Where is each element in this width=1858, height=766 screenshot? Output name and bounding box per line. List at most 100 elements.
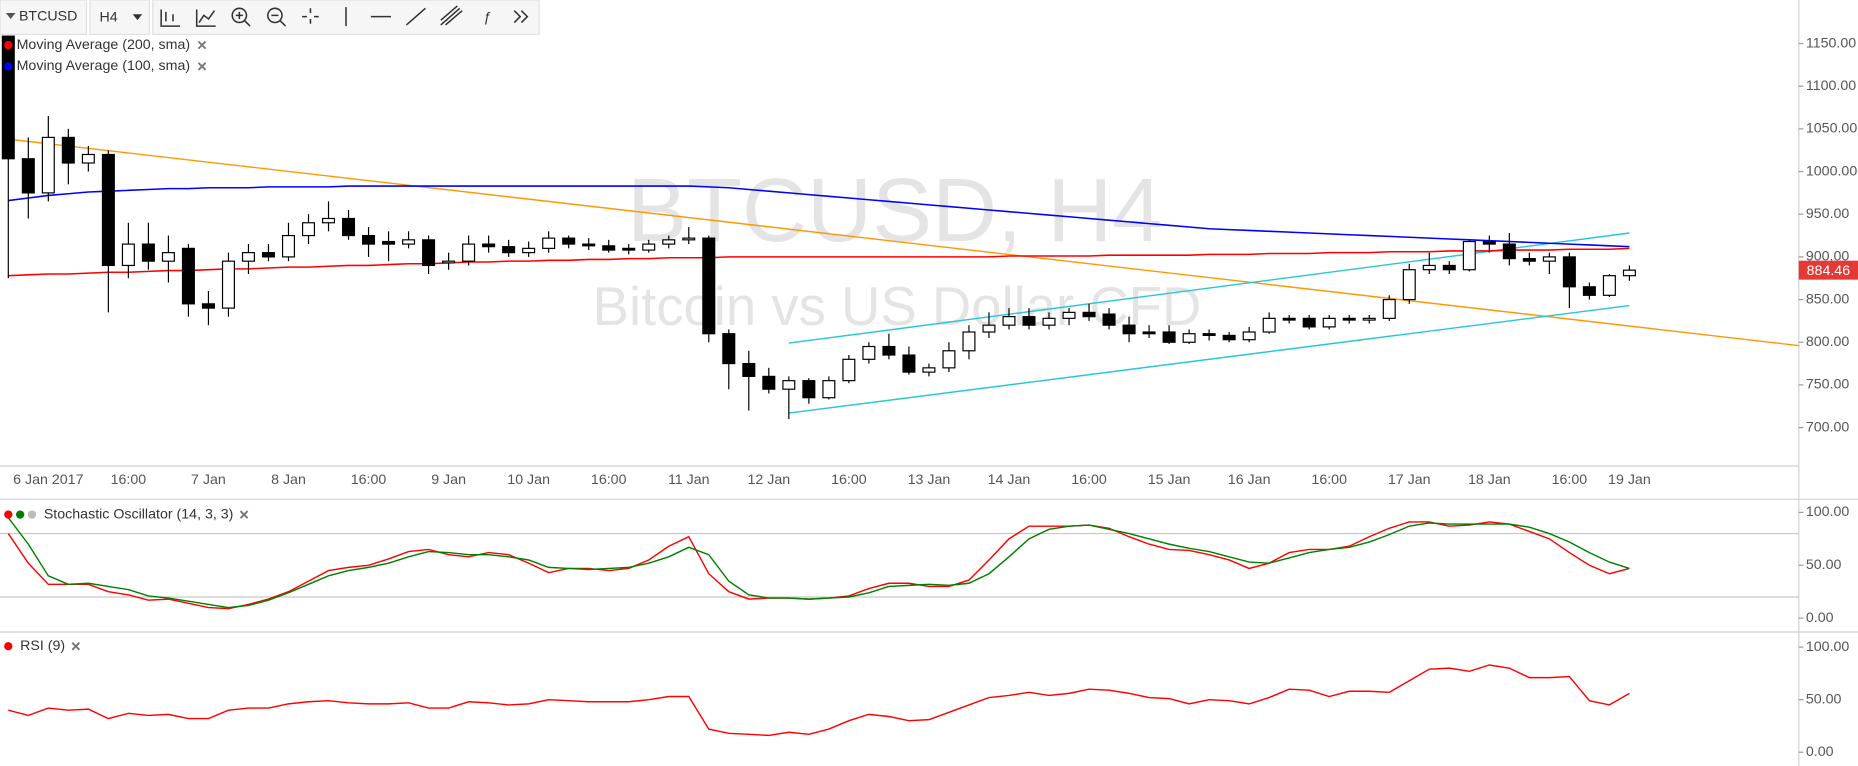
candle-body bbox=[1002, 316, 1016, 326]
candle-body bbox=[321, 217, 336, 224]
legend-dot bbox=[4, 642, 13, 651]
x-tick-label: 16:00 bbox=[111, 472, 147, 488]
icon-trend[interactable] bbox=[405, 7, 426, 26]
icon-fib[interactable] bbox=[440, 5, 463, 26]
symbol[interactable]: BTCUSD bbox=[19, 8, 77, 24]
last-price-label: 884.46 bbox=[1807, 263, 1851, 279]
watermark-title: BTCUSD, H4 bbox=[627, 160, 1162, 261]
candle-body bbox=[1482, 240, 1496, 245]
candle-body bbox=[181, 247, 195, 305]
x-tick-label: 16:00 bbox=[591, 472, 627, 488]
moving-average bbox=[8, 247, 1630, 277]
x-tick-label: 7 Jan bbox=[191, 472, 226, 488]
x-tick-label: 8 Jan bbox=[271, 472, 306, 488]
icon-function[interactable]: ƒ bbox=[483, 10, 491, 26]
candle-body bbox=[1422, 264, 1436, 271]
symbol-icon bbox=[5, 13, 16, 19]
legend-dot bbox=[4, 40, 13, 50]
candle-body bbox=[942, 350, 956, 369]
candle-body bbox=[1222, 334, 1236, 341]
icon-zoom-out[interactable] bbox=[267, 7, 283, 24]
icon-cross[interactable] bbox=[302, 8, 319, 24]
y-tick-label: 700.00 bbox=[1806, 419, 1850, 435]
candle-body bbox=[1562, 256, 1576, 288]
candle-body bbox=[121, 243, 135, 267]
candle-body bbox=[1542, 256, 1556, 262]
icon-zoom-in[interactable] bbox=[231, 7, 248, 24]
x-tick-label: 18 Jan bbox=[1468, 472, 1511, 488]
indicator-line bbox=[7, 521, 1630, 610]
candle-body bbox=[482, 243, 496, 248]
candle-body bbox=[261, 252, 275, 258]
y-tick-label: 0.00 bbox=[1806, 610, 1834, 626]
indicator-title: Stochastic Oscillator (14, 3, 3) bbox=[44, 506, 234, 522]
y-tick-label: 800.00 bbox=[1806, 334, 1850, 350]
trendline bbox=[788, 304, 1630, 414]
symbol-button[interactable] bbox=[0, 0, 88, 35]
legend-remove[interactable] bbox=[197, 62, 207, 71]
candle-body bbox=[542, 237, 556, 249]
candle-body bbox=[1262, 317, 1276, 333]
candle-body bbox=[982, 324, 996, 333]
candle-body bbox=[281, 234, 296, 258]
candle-body bbox=[241, 252, 255, 262]
x-tick-label: 16:00 bbox=[1071, 472, 1107, 488]
tool-icons[interactable]: ƒ bbox=[152, 0, 540, 35]
candle-body bbox=[1182, 333, 1196, 343]
candle-body bbox=[1042, 317, 1056, 326]
candle-body bbox=[902, 354, 916, 373]
candle-body bbox=[1522, 258, 1536, 262]
candle-body bbox=[582, 243, 596, 247]
candle-body bbox=[782, 380, 796, 390]
candle-body bbox=[762, 375, 776, 390]
legend-dot bbox=[4, 510, 13, 519]
legend-remove[interactable] bbox=[239, 510, 249, 519]
candle-body bbox=[21, 158, 35, 194]
icon-indicators[interactable] bbox=[195, 9, 216, 27]
indicator-title: RSI (9) bbox=[20, 638, 65, 654]
y-tick-label: 50.00 bbox=[1806, 691, 1842, 707]
x-tick-label: 12 Jan bbox=[747, 472, 790, 488]
legend-dot bbox=[15, 510, 25, 519]
y-tick-label: 1000.00 bbox=[1806, 163, 1857, 179]
candle-body bbox=[301, 222, 316, 237]
y-tick-label: 1100.00 bbox=[1806, 78, 1856, 94]
candle-body bbox=[402, 239, 416, 245]
candle-body bbox=[562, 237, 576, 245]
x-tick-label: 16 Jan bbox=[1228, 472, 1271, 488]
icon-zoom-in-glyph bbox=[235, 11, 251, 27]
candle-body bbox=[802, 380, 816, 399]
candle-body bbox=[502, 246, 516, 254]
candle-body bbox=[1082, 311, 1096, 318]
candle-body bbox=[221, 260, 235, 309]
candle-body bbox=[742, 362, 756, 377]
x-tick-label: 14 Jan bbox=[988, 472, 1031, 488]
x-tick-label: 16:00 bbox=[1311, 472, 1347, 488]
y-tick-label: 900.00 bbox=[1806, 249, 1850, 265]
candle-body bbox=[41, 136, 55, 194]
candle-body bbox=[1022, 316, 1036, 326]
candle-body bbox=[382, 240, 396, 245]
legend-dot bbox=[27, 510, 37, 519]
icon-more[interactable] bbox=[513, 10, 529, 24]
y-tick-label: 100.00 bbox=[1806, 639, 1850, 655]
candle-body bbox=[422, 239, 436, 267]
y-tick-label: 100.00 bbox=[1806, 504, 1850, 520]
legend-dot bbox=[4, 62, 13, 71]
interval[interactable]: H4 bbox=[100, 10, 118, 26]
candle-body bbox=[101, 153, 115, 267]
legend-remove[interactable] bbox=[197, 40, 207, 50]
candle-body bbox=[1342, 317, 1356, 321]
candle-body bbox=[662, 239, 676, 245]
candle-body bbox=[1302, 317, 1316, 328]
x-tick-label: 16:00 bbox=[1552, 472, 1588, 488]
x-tick-label: 16:00 bbox=[831, 472, 867, 488]
icon-candles[interactable] bbox=[160, 9, 181, 27]
candle-body bbox=[201, 303, 215, 309]
legend-remove[interactable] bbox=[71, 642, 81, 651]
x-tick-label: 6 Jan 2017 bbox=[13, 472, 83, 488]
candle-body bbox=[702, 237, 716, 335]
watermark-subtitle: Bitcoin vs US Dollar CFD bbox=[593, 276, 1202, 337]
